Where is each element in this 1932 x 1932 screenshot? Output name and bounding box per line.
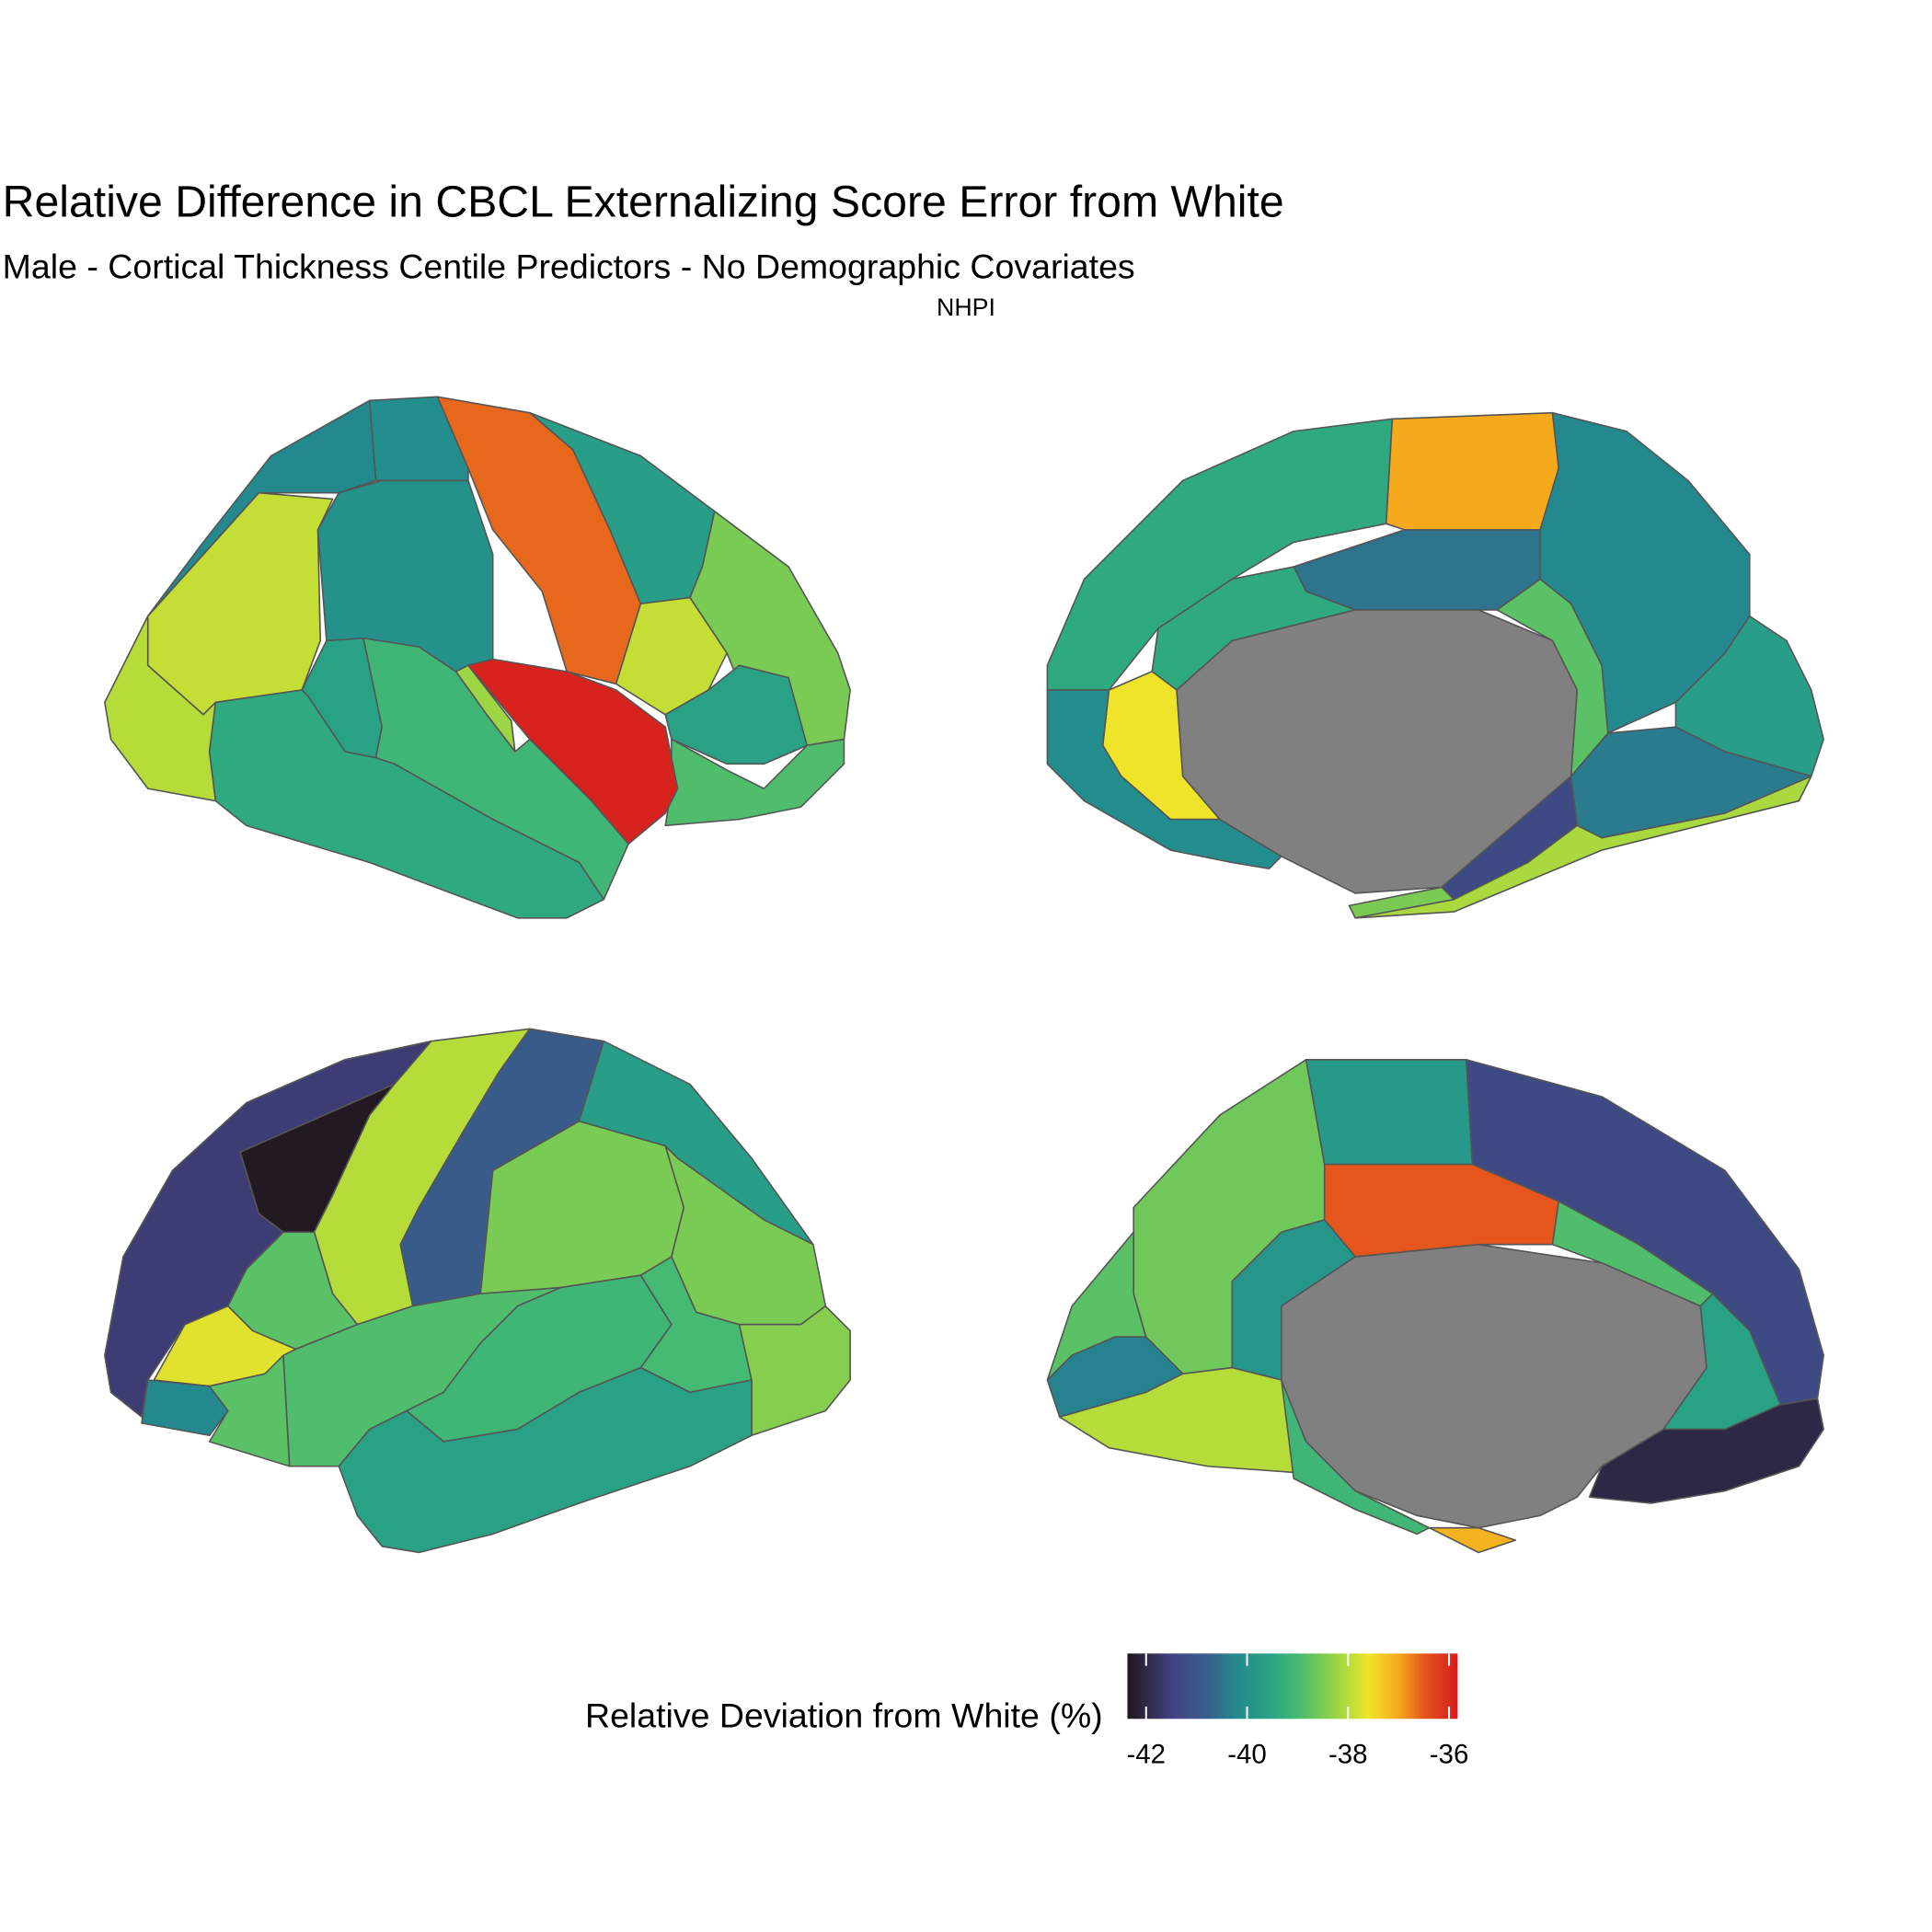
colorbar-tick-label: -36: [1430, 1740, 1469, 1770]
colorbar: [1127, 1653, 1458, 1719]
colorbar-tick-label: -38: [1328, 1740, 1368, 1770]
brain-region: [141, 1379, 229, 1437]
brain-view: [1046, 1058, 1824, 1554]
brain-view: [104, 1028, 851, 1554]
brain-region: [738, 1305, 851, 1437]
legend-title: Relative Deviation from White (%): [585, 1696, 1103, 1735]
brain-view: [104, 396, 851, 919]
colorbar-tick-label: -42: [1126, 1740, 1166, 1770]
brain-region: [664, 664, 809, 765]
colorbar-tick-label: -40: [1227, 1740, 1267, 1770]
brain-region: [338, 1366, 753, 1554]
brain-region: [1293, 529, 1541, 611]
brain-region: [664, 738, 845, 827]
subcortical-mask: [1281, 1243, 1708, 1529]
brain-region: [1348, 886, 1455, 919]
brain-region: [146, 491, 334, 716]
facet-label: NHPI: [937, 293, 995, 321]
brain-region: [1588, 1397, 1824, 1504]
brain-region: [1428, 1526, 1517, 1554]
brain-region: [208, 689, 605, 919]
chart-title: Relative Difference in CBCL Externalizin…: [3, 178, 1284, 227]
subcortical-mask: [1176, 609, 1579, 894]
brain-region: [1305, 1058, 1474, 1166]
brain-region: [1385, 411, 1559, 531]
chart-subtitle: Male - Cortical Thickness Centile Predic…: [3, 247, 1135, 286]
brain-view: [1046, 411, 1824, 919]
